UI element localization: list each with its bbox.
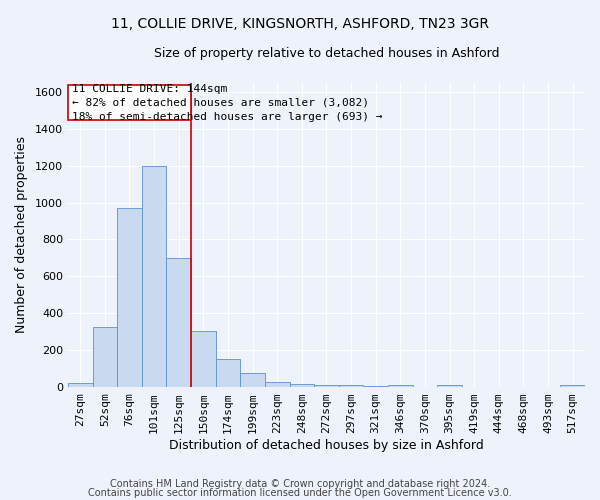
Bar (166, 258, 191, 387)
Bar (314, 385, 339, 387)
Bar (68, 382, 92, 387)
Bar (388, 386, 413, 387)
Bar (191, 331, 215, 387)
Bar (240, 374, 265, 387)
Text: 11 COLLIE DRIVE: 144sqm
← 82% of detached houses are smaller (3,082)
18% of semi: 11 COLLIE DRIVE: 144sqm ← 82% of detache… (71, 84, 382, 122)
Text: 11, COLLIE DRIVE, KINGSNORTH, ASHFORD, TN23 3GR: 11, COLLIE DRIVE, KINGSNORTH, ASHFORD, T… (111, 18, 489, 32)
Bar (142, 166, 166, 387)
Bar (117, 208, 142, 387)
FancyBboxPatch shape (68, 86, 191, 120)
Bar (92, 327, 117, 387)
Bar (215, 358, 240, 387)
Bar (437, 385, 462, 387)
Y-axis label: Number of detached properties: Number of detached properties (15, 136, 28, 334)
Bar (265, 382, 290, 387)
Bar (560, 386, 585, 387)
Bar (364, 386, 388, 387)
Text: Contains HM Land Registry data © Crown copyright and database right 2024.: Contains HM Land Registry data © Crown c… (110, 479, 490, 489)
Bar (339, 386, 364, 387)
Bar (290, 384, 314, 387)
Title: Size of property relative to detached houses in Ashford: Size of property relative to detached ho… (154, 48, 499, 60)
X-axis label: Distribution of detached houses by size in Ashford: Distribution of detached houses by size … (169, 440, 484, 452)
Text: Contains public sector information licensed under the Open Government Licence v3: Contains public sector information licen… (88, 488, 512, 498)
